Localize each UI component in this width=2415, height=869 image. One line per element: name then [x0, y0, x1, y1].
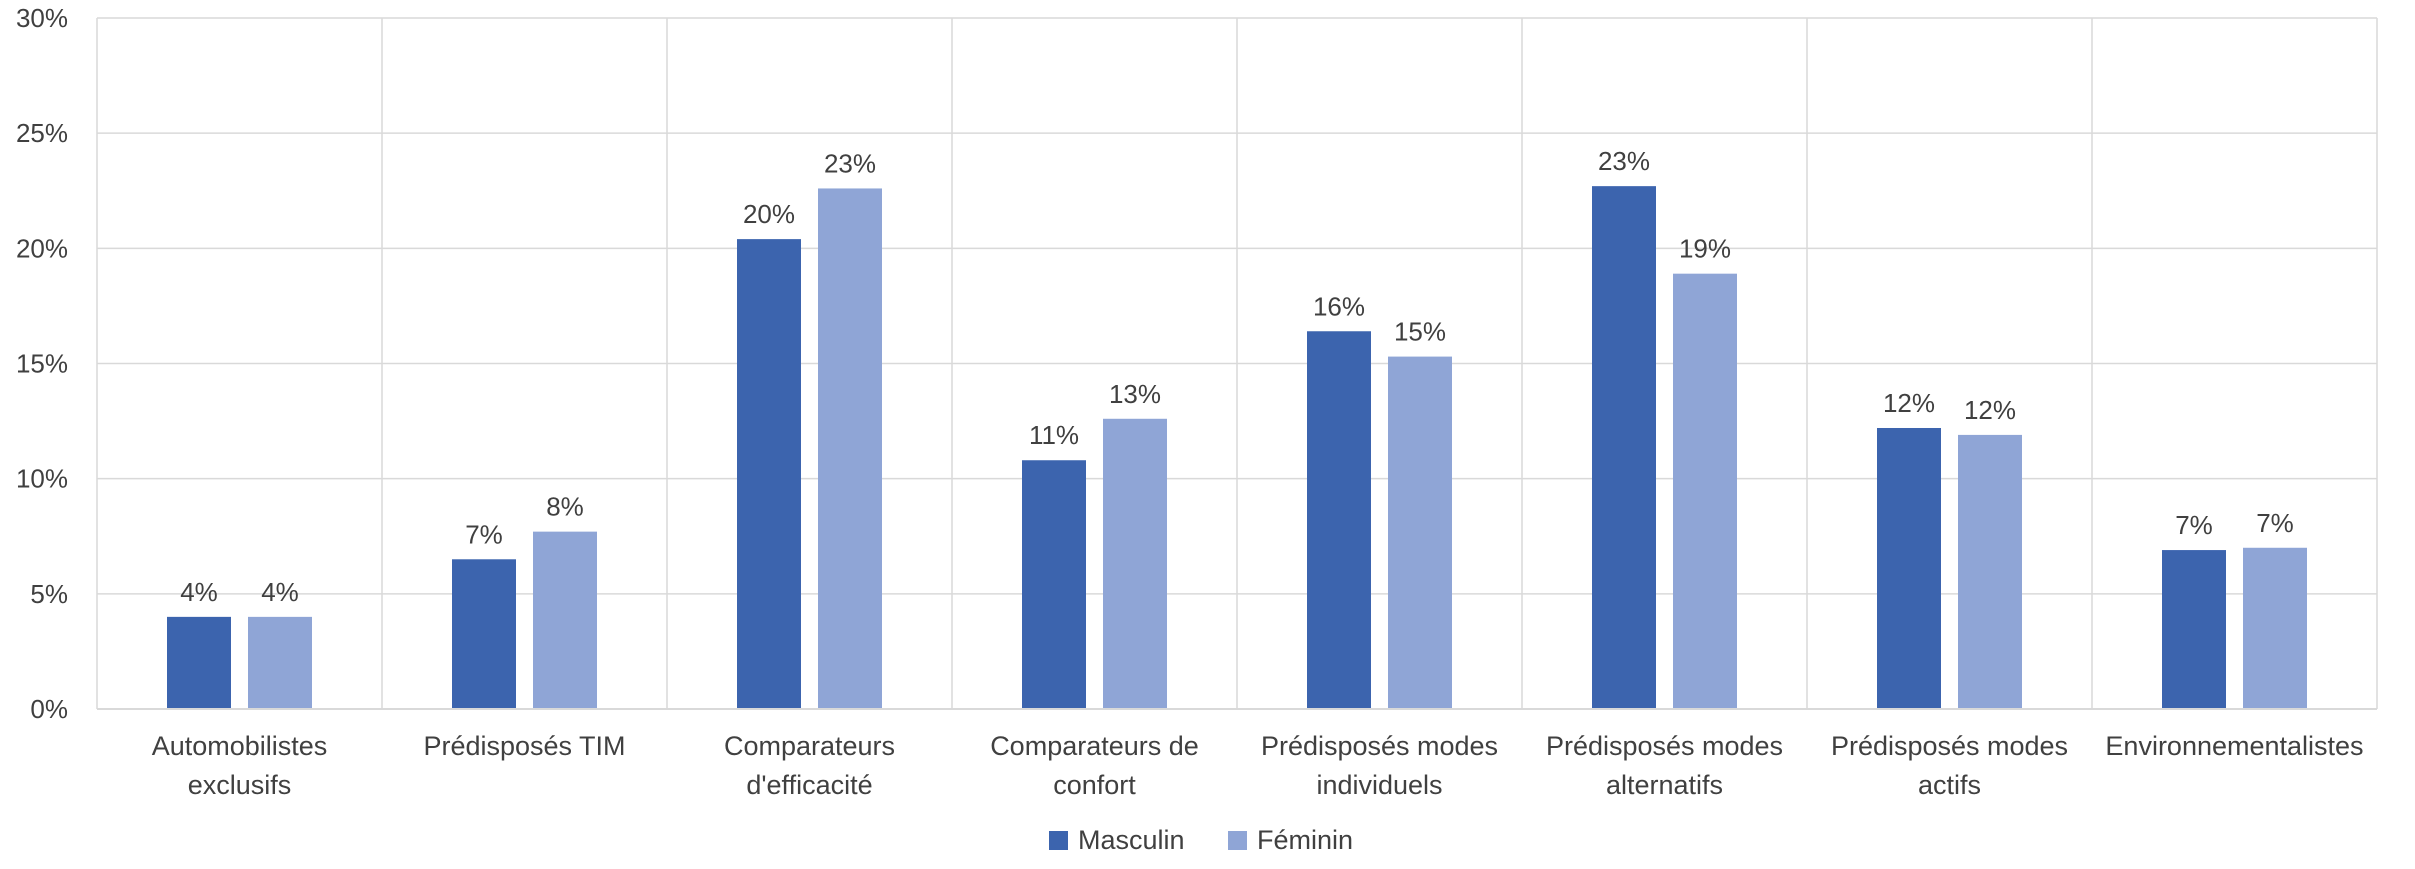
bar-feminin — [1958, 434, 2022, 709]
bar-masculin — [167, 616, 231, 709]
y-tick-label: 5% — [30, 579, 68, 609]
data-label: 8% — [546, 492, 584, 522]
bar-feminin — [818, 188, 882, 710]
data-label: 16% — [1313, 291, 1365, 321]
data-label: 23% — [824, 148, 876, 178]
bar-masculin — [737, 239, 801, 709]
y-tick-label: 30% — [16, 3, 68, 33]
data-label: 13% — [1109, 379, 1161, 409]
y-tick-label: 20% — [16, 233, 68, 263]
legend-swatch-feminin — [1228, 831, 1247, 850]
legend-swatch-masculin — [1049, 831, 1068, 850]
data-label: 23% — [1598, 146, 1650, 176]
bar-feminin — [1103, 418, 1167, 709]
bar-feminin — [2243, 547, 2307, 709]
x-tick-label: Prédisposés modes individuels — [1261, 731, 1498, 800]
data-label: 7% — [2175, 510, 2213, 540]
legend: Masculin Féminin — [1049, 825, 1353, 855]
x-tick-label: Comparateurs d'efficacité — [724, 731, 895, 800]
bar-masculin — [1022, 460, 1086, 709]
data-label: 20% — [743, 199, 795, 229]
x-tick-label: Comparateurs de confort — [990, 731, 1199, 800]
gridlines — [96, 17, 2378, 710]
bar-feminin — [1673, 273, 1737, 709]
data-label: 4% — [180, 577, 218, 607]
bar-feminin — [533, 531, 597, 709]
data-label: 12% — [1964, 395, 2016, 425]
data-label: 7% — [465, 519, 503, 549]
bar-masculin — [452, 559, 516, 709]
legend-label: Féminin — [1257, 825, 1353, 855]
bar-masculin — [2162, 550, 2226, 709]
data-label: 12% — [1883, 388, 1935, 418]
x-tick-label: Prédisposés modes actifs — [1831, 731, 2068, 800]
x-tick-label: Prédisposés TIM — [423, 731, 625, 761]
bar-masculin — [1592, 186, 1656, 710]
y-tick-label: 25% — [16, 118, 68, 148]
axes: 0% 5% 10% 15% 20% 25% 30% Automobilistes exclusi… — [16, 3, 2377, 800]
data-labels: 4% 4% 7% 8% 20% 23% 11% 13% 16% 15% 23% 19% 12% 12% 7%… — [180, 146, 2294, 607]
data-label: 4% — [261, 577, 299, 607]
y-tick-label: 0% — [30, 694, 68, 724]
x-tick-label: Automobilistes exclusifs — [152, 731, 328, 800]
data-label: 15% — [1394, 317, 1446, 347]
y-tick-label: 15% — [16, 349, 68, 379]
bar-feminin — [1388, 356, 1452, 709]
bar-masculin — [1307, 331, 1371, 709]
x-tick-label: Prédisposés modes alternatifs — [1546, 731, 1783, 800]
data-label: 11% — [1029, 420, 1079, 450]
data-label: 19% — [1679, 234, 1731, 264]
y-tick-label: 10% — [16, 464, 68, 494]
x-tick-label: Environnementalistes — [2105, 731, 2363, 761]
bar-masculin — [1877, 427, 1941, 709]
bar-feminin — [248, 616, 312, 709]
legend-label: Masculin — [1078, 825, 1185, 855]
data-label: 7% — [2256, 508, 2294, 538]
bars — [167, 186, 2307, 710]
